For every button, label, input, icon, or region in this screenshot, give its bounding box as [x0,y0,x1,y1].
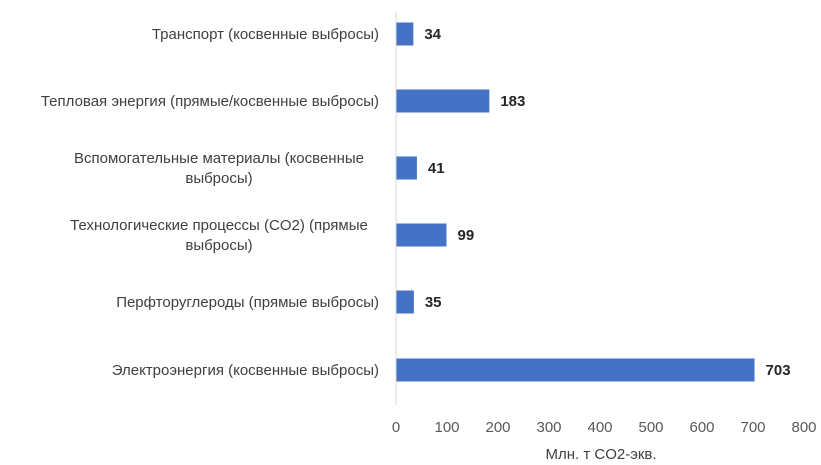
x-tick-label: 0 [392,419,400,436]
bar-value-label: 35 [425,294,442,311]
category-label-line: Электроэнергия (косвенные выбросы) [112,362,379,379]
x-tick-label: 300 [536,419,561,436]
category-label: Транспорт (косвенные выбросы) [152,26,379,43]
x-axis-title: Млн. т CO2-экв. [545,446,656,463]
x-tick-label: 400 [587,419,612,436]
bar-value-label: 183 [500,93,525,110]
bars [396,22,755,382]
bar [396,223,447,247]
category-label: Перфторуглероды (прямые выбросы) [116,294,379,311]
category-labels: Транспорт (косвенные выбросы) Тепловая эн… [41,26,379,379]
category-label-line: Технологические процессы (CO2) (прямые [70,217,368,234]
category-label-line: Вспомогательные материалы (косвенные [74,150,364,167]
category-label: Вспомогательные материалы (косвенные выбр… [74,150,364,187]
x-tick-label: 700 [740,419,765,436]
bar-value-label: 41 [428,160,445,177]
x-tick-label: 800 [791,419,816,436]
category-label: Технологические процессы (CO2) (прямые вы… [70,217,368,254]
bar-value-label: 703 [766,362,791,379]
x-tick-label: 200 [485,419,510,436]
bar [396,358,755,382]
category-label-line: Тепловая энергия (прямые/косвенные выбро… [41,93,379,110]
category-label-line: Перфторуглероды (прямые выбросы) [116,294,379,311]
category-label-line: Транспорт (косвенные выбросы) [152,26,379,43]
category-label-line: выбросы) [185,237,252,254]
category-label: Тепловая энергия (прямые/косвенные выбро… [41,93,379,110]
bar [396,22,414,46]
bar [396,290,414,314]
bar [396,89,490,113]
x-tick-label: 100 [434,419,459,436]
x-tick-labels: 0 100 200 300 400 500 600 700 800 [392,419,817,436]
bar-value-label: 99 [457,227,474,244]
x-tick-label: 500 [638,419,663,436]
data-labels: 34 183 41 99 35 703 [424,26,790,379]
category-label-line: выбросы) [185,170,252,187]
bar-value-label: 34 [424,26,441,43]
category-label: Электроэнергия (косвенные выбросы) [112,362,379,379]
bar [396,156,417,180]
x-tick-label: 600 [689,419,714,436]
